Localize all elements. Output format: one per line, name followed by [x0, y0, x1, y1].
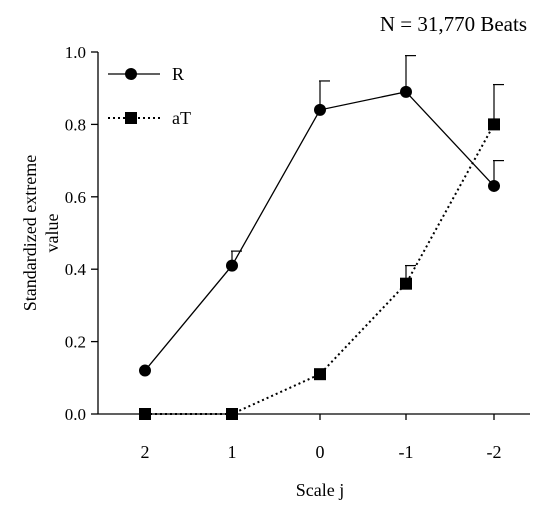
x-tick-label: -2: [487, 442, 502, 462]
data-point-r: [226, 259, 238, 272]
x-tick-label: -1: [399, 442, 414, 462]
data-point-at: [314, 368, 326, 381]
data-point-at: [139, 408, 151, 420]
data-point-at: [226, 408, 238, 420]
data-point-r: [314, 103, 326, 116]
y-tick-label: 0.8: [65, 115, 86, 134]
x-tick-label: 2: [141, 442, 150, 462]
x-ticks: 2 1 0 -1 -2: [141, 414, 502, 462]
y-axis-label-line-2: value: [42, 214, 62, 253]
y-tick-label: 1.0: [65, 43, 86, 62]
y-tick-label: 0.6: [65, 188, 86, 207]
y-ticks: 0.0 0.2 0.4 0.6 0.8 1.0: [65, 43, 98, 424]
data-point-at: [488, 118, 500, 131]
y-tick-label: 0.0: [65, 405, 86, 424]
legend-label: R: [172, 64, 184, 84]
error-bars: [231, 55, 504, 284]
series-line-r: [144, 91, 495, 371]
y-tick-label: 0.4: [65, 260, 87, 279]
data-point-r: [139, 364, 151, 377]
x-axis-label: Scale j: [296, 480, 344, 500]
legend-label: aT: [172, 108, 191, 128]
series-lines: [144, 91, 495, 415]
x-tick-label: 0: [316, 442, 325, 462]
sample-size-annotation: N = 31,770 Beats: [380, 12, 527, 36]
legend-marker-r: [125, 68, 137, 80]
legend: RaT: [108, 64, 191, 128]
series-markers: [139, 85, 500, 420]
data-point-at: [400, 277, 412, 290]
y-tick-label: 0.2: [65, 333, 86, 352]
axes: [97, 52, 530, 415]
y-axis-label: Standardized extreme value: [20, 155, 62, 311]
y-axis-label-line-1: Standardized extreme: [20, 155, 40, 311]
data-point-r: [400, 85, 412, 98]
x-tick-label: 1: [228, 442, 237, 462]
data-point-r: [488, 179, 500, 192]
legend-marker-at: [125, 112, 137, 124]
